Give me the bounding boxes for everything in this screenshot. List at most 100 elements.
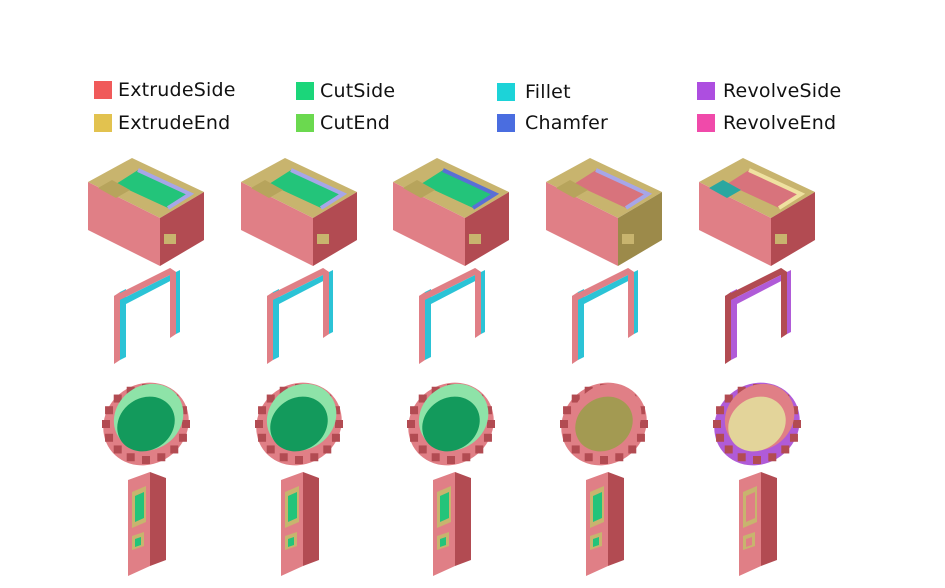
frame-left-leg-side: [578, 289, 584, 360]
handle-side-face: [303, 472, 319, 566]
legend-label-revolveend: RevolveEnd: [723, 112, 837, 134]
gear-tooth: [462, 453, 471, 462]
frame-right-leg-side: [634, 270, 638, 334]
gear-tooth: [410, 406, 419, 415]
gear-tooth: [295, 456, 303, 464]
gear-tooth: [142, 456, 150, 464]
frame-top-bar-side: [120, 272, 176, 304]
legend-swatch-revolveside: [697, 82, 715, 100]
gear-tooth: [768, 453, 777, 462]
gear-tooth: [126, 386, 135, 395]
frame-left-leg: [572, 292, 578, 364]
box-right-face: [465, 192, 509, 266]
model-frame-c: [419, 268, 485, 364]
legend-swatch-extrudeside: [94, 81, 112, 99]
gear-tooth: [105, 406, 114, 415]
segmentation-legend: ExtrudeSide ExtrudeEnd CutSide CutEnd Fi…: [0, 0, 945, 150]
box-right-face: [618, 192, 662, 266]
handle-side-face: [761, 472, 777, 566]
legend-swatch-extrudeend: [94, 114, 112, 132]
gear-tooth: [584, 386, 593, 395]
model-gear-e: [713, 382, 801, 466]
frame-top-bar: [419, 268, 481, 300]
box-pocket-face: [727, 170, 801, 208]
frame-right-leg: [628, 268, 634, 338]
frame-top-bar-side: [578, 272, 634, 304]
gear-tooth: [716, 406, 725, 415]
legend-item-cutside: CutSide: [296, 80, 395, 102]
box-rim-edge: [137, 168, 195, 210]
gear-tooth: [102, 420, 110, 428]
gear-tooth: [487, 420, 495, 428]
gear-tooth: [737, 386, 746, 395]
legend-item-chamfer: Chamfer: [497, 112, 608, 134]
box-right-face: [160, 192, 204, 266]
box-panel-face: [251, 180, 283, 198]
handle-lower-slot: [440, 537, 446, 547]
legend-label-chamfer: Chamfer: [525, 112, 609, 134]
gear-tooth: [323, 445, 332, 454]
frame-top-bar-side: [731, 272, 787, 304]
gear-tooth: [335, 420, 343, 428]
frame-right-leg: [323, 268, 329, 338]
gear-tooth: [713, 420, 721, 428]
box-panel-face: [556, 180, 588, 198]
legend-item-revolveside: RevolveSide: [697, 80, 841, 102]
box-left-face: [546, 182, 618, 266]
gear-tooth: [113, 445, 122, 454]
gear-tooth: [571, 445, 580, 454]
box-rim-edge: [442, 168, 500, 210]
gear-tooth: [258, 406, 267, 415]
box-handle: [164, 234, 176, 244]
model-box-d: [546, 158, 662, 266]
gear-tooth: [105, 433, 114, 442]
frame-left-leg-side: [425, 289, 431, 360]
box-panel-face: [709, 180, 741, 198]
model-frame-d: [572, 268, 638, 364]
gear-tooth: [157, 453, 166, 462]
legend-item-extrudeside: ExtrudeSide: [94, 79, 236, 101]
gear-tooth: [571, 394, 580, 403]
gear-tooth: [753, 456, 761, 464]
frame-left-leg-side: [120, 289, 126, 360]
gear-tooth: [563, 433, 572, 442]
legend-swatch-cutside: [296, 82, 314, 100]
model-frame-a: [114, 268, 180, 364]
model-gear-b: [255, 382, 343, 466]
box-pocket-face: [116, 170, 190, 208]
gear-tooth: [737, 453, 746, 462]
model-frame-e: [725, 268, 791, 364]
frame-top-bar-side: [273, 272, 329, 304]
gear-bottom-face: [728, 396, 786, 452]
handle-lower-slot: [593, 537, 599, 547]
gear-tooth: [178, 433, 187, 442]
legend-swatch-fillet: [497, 83, 515, 101]
box-right-face: [771, 192, 815, 266]
gear-tooth: [170, 445, 179, 454]
box-right-face: [313, 192, 357, 266]
model-box-c: [393, 158, 509, 266]
model-handle-c: [433, 472, 471, 576]
gear-tooth: [266, 445, 275, 454]
gear-tooth: [418, 394, 427, 403]
frame-top-bar: [114, 268, 176, 300]
model-handle-e: [739, 472, 777, 576]
legend-item-extrudeend: ExtrudeEnd: [94, 112, 230, 134]
box-handle: [317, 234, 329, 244]
gear-tooth: [724, 394, 733, 403]
gear-tooth: [789, 433, 798, 442]
frame-right-leg: [781, 268, 787, 338]
box-panel-face: [98, 180, 130, 198]
frame-left-leg: [114, 292, 120, 364]
gear-tooth: [407, 420, 415, 428]
gear-bottom-face: [117, 396, 175, 452]
gear-tooth: [266, 394, 275, 403]
handle-lower-slot: [288, 537, 294, 547]
frame-right-leg: [475, 268, 481, 338]
frame-right-leg-side: [176, 270, 180, 334]
frame-left-leg: [267, 292, 273, 364]
gear-tooth: [584, 453, 593, 462]
gear-tooth: [615, 453, 624, 462]
legend-swatch-chamfer: [497, 114, 515, 132]
